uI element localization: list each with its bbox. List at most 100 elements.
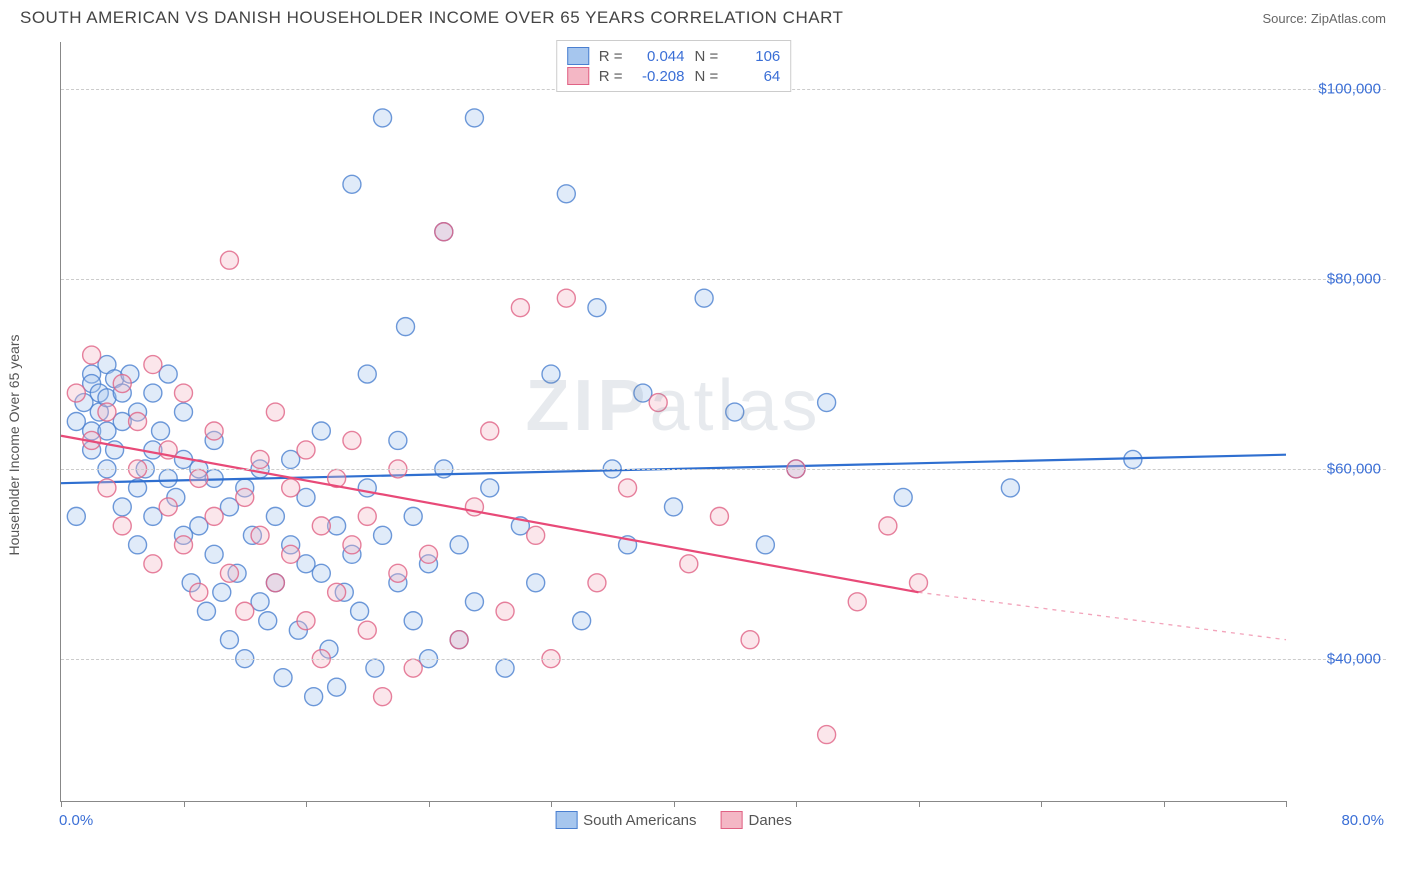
scatter-point — [251, 526, 269, 544]
scatter-point — [297, 612, 315, 630]
scatter-point — [343, 536, 361, 554]
scatter-point — [67, 384, 85, 402]
scatter-point — [619, 479, 637, 497]
gridline — [61, 469, 1386, 470]
scatter-point — [542, 365, 560, 383]
scatter-point — [848, 593, 866, 611]
regression-extrapolation — [919, 592, 1287, 639]
scatter-point — [404, 507, 422, 525]
scatter-point — [665, 498, 683, 516]
scatter-point — [144, 356, 162, 374]
scatter-point — [213, 583, 231, 601]
scatter-point — [450, 536, 468, 554]
scatter-point — [710, 507, 728, 525]
chart-container: Householder Income Over 65 years ZIPatla… — [50, 32, 1386, 842]
x-tick — [551, 801, 552, 807]
scatter-point — [481, 479, 499, 497]
scatter-point — [511, 299, 529, 317]
n-value-south-americans: 106 — [728, 48, 780, 65]
scatter-point — [266, 507, 284, 525]
scatter-point — [818, 726, 836, 744]
scatter-point — [205, 545, 223, 563]
legend-label: South Americans — [583, 812, 696, 829]
x-tick — [919, 801, 920, 807]
scatter-point — [389, 564, 407, 582]
regression-line — [61, 436, 919, 593]
scatter-point — [113, 375, 131, 393]
scatter-point — [152, 422, 170, 440]
scatter-point — [305, 688, 323, 706]
scatter-point — [404, 659, 422, 677]
scatter-point — [465, 109, 483, 127]
scatter-point — [328, 583, 346, 601]
y-tick-label: $100,000 — [1318, 81, 1381, 98]
scatter-point — [374, 688, 392, 706]
x-axis-max-label: 80.0% — [1341, 812, 1384, 829]
scatter-point — [680, 555, 698, 573]
scatter-point — [190, 583, 208, 601]
scatter-point — [144, 384, 162, 402]
scatter-point — [588, 574, 606, 592]
scatter-point — [175, 403, 193, 421]
scatter-point — [129, 536, 147, 554]
scatter-point — [481, 422, 499, 440]
scatter-point — [144, 555, 162, 573]
scatter-point — [465, 593, 483, 611]
scatter-point — [266, 574, 284, 592]
legend-item-danes: Danes — [721, 811, 792, 829]
scatter-point — [83, 346, 101, 364]
r-value-south-americans: 0.044 — [633, 48, 685, 65]
scatter-point — [894, 488, 912, 506]
scatter-point — [113, 498, 131, 516]
swatch-south-americans — [567, 47, 589, 65]
scatter-point — [588, 299, 606, 317]
scatter-point — [98, 403, 116, 421]
x-tick — [61, 801, 62, 807]
scatter-point — [374, 526, 392, 544]
scatter-point — [220, 564, 238, 582]
scatter-point — [557, 289, 575, 307]
plot-area: ZIPatlas R = 0.044 N = 106 R = -0.208 N … — [60, 42, 1286, 802]
x-tick — [429, 801, 430, 807]
r-label: R = — [599, 48, 623, 65]
scatter-point — [205, 422, 223, 440]
x-tick — [674, 801, 675, 807]
swatch-south-americans — [555, 811, 577, 829]
scatter-point — [358, 621, 376, 639]
scatter-point — [197, 602, 215, 620]
scatter-point — [818, 394, 836, 412]
scatter-point — [397, 318, 415, 336]
y-tick-label: $60,000 — [1327, 460, 1381, 477]
n-label: N = — [695, 68, 719, 85]
correlation-legend: R = 0.044 N = 106 R = -0.208 N = 64 — [556, 40, 792, 92]
gridline — [61, 279, 1386, 280]
scatter-svg — [61, 42, 1286, 801]
scatter-point — [175, 384, 193, 402]
n-value-danes: 64 — [728, 68, 780, 85]
legend-item-south-americans: South Americans — [555, 811, 696, 829]
chart-title: SOUTH AMERICAN VS DANISH HOUSEHOLDER INC… — [20, 8, 843, 28]
swatch-danes — [721, 811, 743, 829]
scatter-point — [274, 669, 292, 687]
scatter-point — [358, 365, 376, 383]
scatter-point — [259, 612, 277, 630]
gridline — [61, 659, 1386, 660]
scatter-point — [129, 413, 147, 431]
x-tick — [1164, 801, 1165, 807]
scatter-point — [98, 479, 116, 497]
scatter-point — [527, 526, 545, 544]
swatch-danes — [567, 67, 589, 85]
scatter-point — [756, 536, 774, 554]
scatter-point — [328, 678, 346, 696]
scatter-point — [236, 488, 254, 506]
x-tick — [184, 801, 185, 807]
scatter-point — [175, 536, 193, 554]
scatter-point — [343, 431, 361, 449]
r-value-danes: -0.208 — [633, 68, 685, 85]
scatter-point — [404, 612, 422, 630]
scatter-point — [420, 545, 438, 563]
scatter-point — [312, 517, 330, 535]
scatter-point — [312, 422, 330, 440]
scatter-point — [435, 223, 453, 241]
legend-label: Danes — [749, 812, 792, 829]
